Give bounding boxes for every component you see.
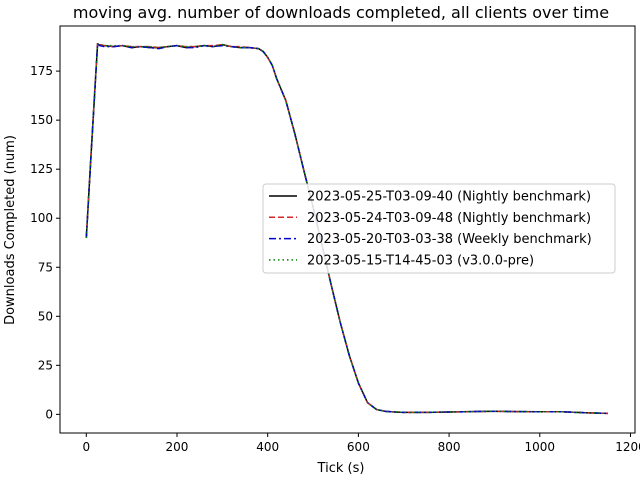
y-tick-label: 75 <box>38 260 53 274</box>
legend-label-2: 2023-05-24-T03-09-48 (Nightly benchmark) <box>307 211 591 226</box>
series-line-4 <box>85 42 608 415</box>
x-tick-label: 1000 <box>524 440 555 454</box>
y-tick-label: 50 <box>38 309 53 323</box>
y-tick-label: 100 <box>30 211 53 225</box>
x-tick-label: 200 <box>166 440 189 454</box>
legend-label-1: 2023-05-25-T03-09-40 (Nightly benchmark) <box>307 190 591 205</box>
y-tick-label: 175 <box>30 64 53 78</box>
plot-area <box>59 25 636 434</box>
series-layer <box>85 41 608 415</box>
axes-frame <box>59 25 636 434</box>
legend-label-4: 2023-05-15-T14-45-03 (v3.0.0-pre) <box>307 253 534 268</box>
chart-title: moving avg. number of downloads complete… <box>73 3 609 22</box>
y-axis: 0 25 50 75 100 125 150 175 <box>30 64 60 421</box>
x-tick-label: 0 <box>82 440 90 454</box>
legend-box <box>262 183 616 274</box>
x-tick-label: 800 <box>438 440 461 454</box>
series-line-2 <box>85 41 608 415</box>
y-axis-label: Downloads Completed (num) <box>3 135 18 325</box>
x-tick-label: 400 <box>256 440 279 454</box>
x-tick-label: 600 <box>347 440 370 454</box>
x-axis-label: Tick (s) <box>317 461 365 476</box>
y-tick-label: 25 <box>38 358 53 372</box>
legend: 2023-05-25-T03-09-40 (Nightly benchmark)… <box>262 183 616 274</box>
legend-label-3: 2023-05-20-T03-03-38 (Weekly benchmark) <box>307 232 592 247</box>
y-tick-label: 0 <box>45 407 53 421</box>
y-tick-label: 125 <box>30 162 53 176</box>
legend-entries: 2023-05-25-T03-09-40 (Nightly benchmark)… <box>269 190 592 268</box>
y-tick-label: 150 <box>30 113 53 127</box>
